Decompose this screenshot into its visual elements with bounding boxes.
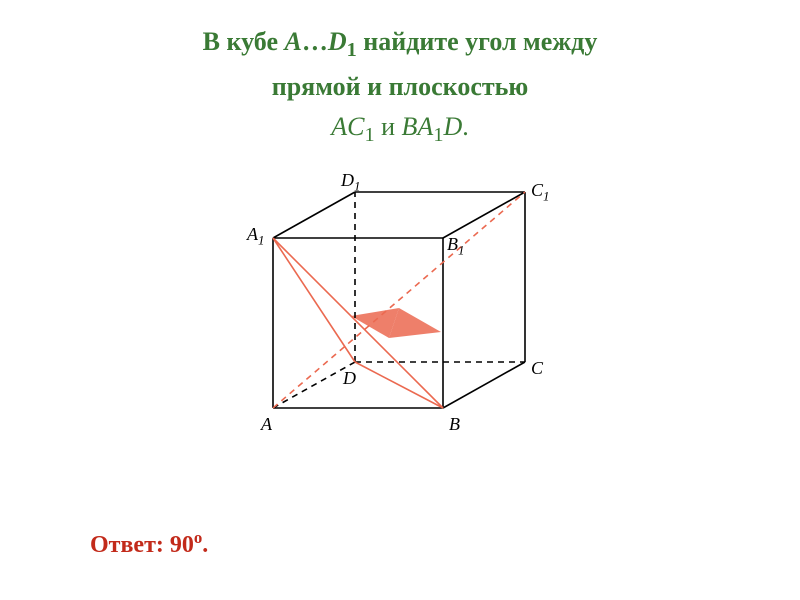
answer-text: Ответ: 90o. [90, 528, 208, 559]
title-dots: … [302, 27, 328, 56]
title-suffix: найдите угол между [357, 27, 598, 56]
title-block: В кубе A…D1 найдите угол между прямой и … [0, 0, 800, 152]
cube-svg [245, 162, 555, 442]
title-sub: 1 [347, 39, 357, 61]
ba: BA [402, 112, 434, 141]
period: . [462, 112, 469, 141]
vertex-label-C1: C1 [531, 180, 550, 205]
mid: и [375, 112, 402, 141]
ac-sub: 1 [364, 124, 374, 146]
answer-label: Ответ: 90 [90, 532, 194, 558]
vertex-label-B1: B1 [447, 234, 464, 259]
d3: D [443, 112, 462, 141]
title-line-2: прямой и плоскостью [0, 67, 800, 107]
title-prefix: В кубе [203, 27, 285, 56]
answer-period: . [202, 532, 208, 558]
vertex-label-A1: A1 [247, 224, 264, 249]
ba-sub: 1 [433, 124, 443, 146]
title-line-1: В кубе A…D1 найдите угол между [0, 22, 800, 67]
vertex-label-D: D [343, 368, 356, 389]
title-d: D [328, 27, 347, 56]
title-a: A [284, 27, 301, 56]
title-line-3: AC1 и BA1D. [0, 107, 800, 152]
vertex-label-C: C [531, 358, 543, 379]
ac: AC [331, 112, 364, 141]
answer-degree: o [194, 528, 202, 547]
vertex-label-B: B [449, 414, 460, 435]
vertex-label-A: A [261, 414, 272, 435]
vertex-label-D1: D1 [341, 170, 360, 195]
cube-diagram: A B C D A1 B1 C1 D1 [245, 162, 555, 442]
